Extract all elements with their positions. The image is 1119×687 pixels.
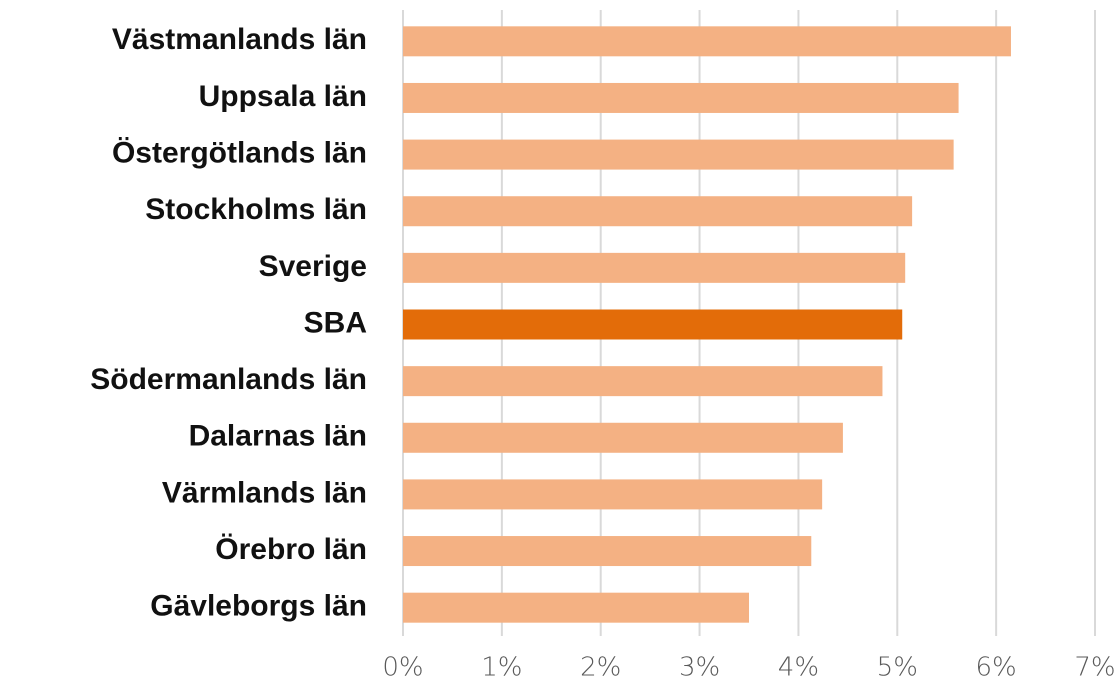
bar: [403, 82, 959, 113]
y-tick-label: Västmanlands län: [112, 23, 367, 56]
x-tick-label: 6%: [976, 653, 1017, 683]
y-tick-label: Dalarnas län: [189, 420, 367, 453]
bar: [403, 479, 823, 510]
y-tick-label: Örebro län: [215, 533, 367, 566]
bar: [403, 366, 883, 397]
bar: [403, 139, 954, 170]
y-tick-label: Sverige: [259, 250, 367, 283]
x-tick-label: 3%: [679, 653, 720, 683]
y-tick-label: Östergötlands län: [112, 137, 367, 170]
x-tick-label: 0%: [382, 653, 423, 683]
x-tick-label: 2%: [580, 653, 621, 683]
bar: [403, 26, 1011, 57]
y-tick-label: Gävleborgs län: [150, 590, 367, 623]
x-tick-label: 5%: [877, 653, 918, 683]
bar: [403, 196, 913, 227]
y-tick-label: Värmlands län: [162, 476, 367, 509]
y-tick-label: Uppsala län: [199, 80, 367, 113]
y-tick-label: Stockholms län: [145, 193, 367, 226]
bar: [403, 592, 749, 623]
bar: [403, 309, 903, 340]
x-tick-label: 1%: [481, 653, 522, 683]
y-tick-label: Södermanlands län: [90, 363, 367, 396]
y-tick-label: SBA: [304, 306, 367, 339]
bar: [403, 422, 843, 453]
bar: [403, 252, 906, 283]
x-tick-label: 7%: [1074, 653, 1115, 683]
x-tick-label: 4%: [778, 653, 819, 683]
bar: [403, 536, 812, 567]
